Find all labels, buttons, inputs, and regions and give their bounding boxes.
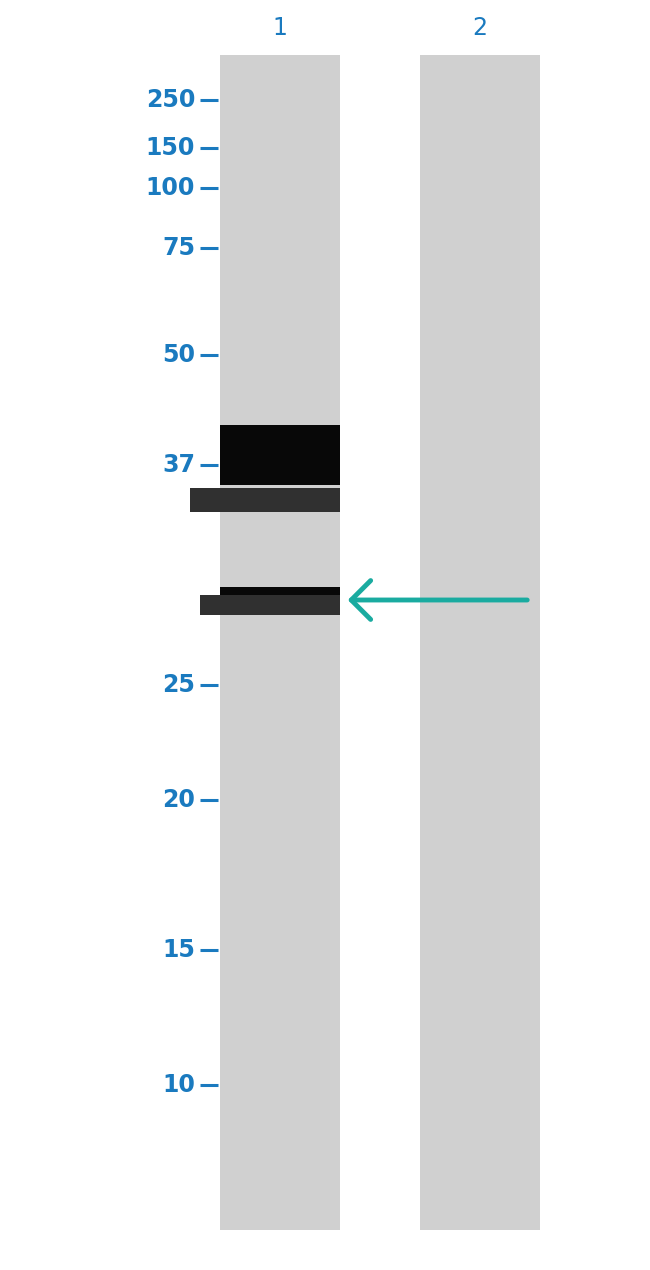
Text: 20: 20: [162, 787, 195, 812]
Text: 15: 15: [162, 939, 195, 961]
Text: 37: 37: [162, 453, 195, 478]
Text: 1: 1: [272, 17, 287, 39]
Text: 250: 250: [146, 88, 195, 112]
Text: 50: 50: [162, 343, 195, 367]
Text: 100: 100: [146, 177, 195, 199]
Text: 25: 25: [162, 673, 195, 697]
Text: 150: 150: [146, 136, 195, 160]
Text: 10: 10: [162, 1073, 195, 1097]
Text: 75: 75: [162, 236, 195, 260]
Text: 2: 2: [473, 17, 488, 39]
